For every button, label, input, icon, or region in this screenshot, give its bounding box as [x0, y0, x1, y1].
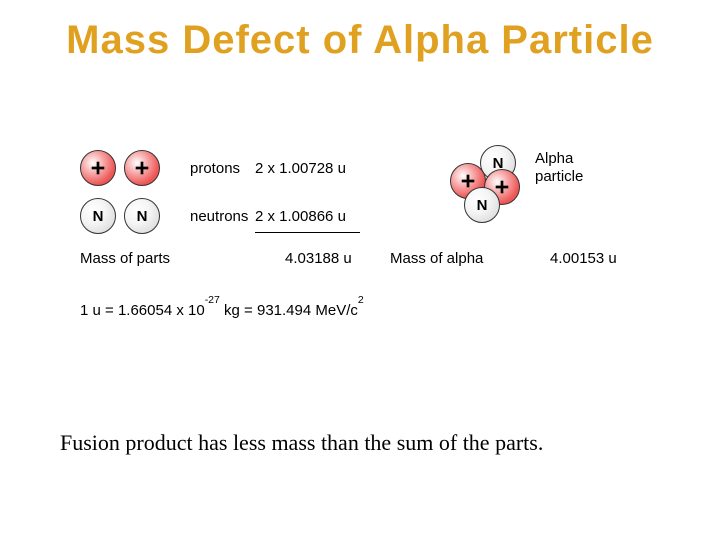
unit-conv-prefix: 1 u = 1.66054 x 10	[80, 302, 205, 319]
alpha-label-line1: Alpha	[535, 150, 573, 167]
mass-alpha-value: 4.00153 u	[550, 250, 617, 267]
plus-icon	[133, 159, 151, 177]
proton-icon	[124, 150, 160, 186]
unit-conv-mid: kg = 931.494 MeV/c	[220, 302, 358, 319]
neutron-icon: N	[80, 198, 116, 234]
protons-value: 2 x 1.00728 u	[255, 160, 346, 177]
proton-icon	[80, 150, 116, 186]
footer-statement: Fusion product has less mass than the su…	[60, 430, 543, 456]
mass-defect-diagram: protons 2 x 1.00728 u N N neutrons 2 x 1…	[80, 150, 640, 350]
alpha-particle-icon: N N	[450, 145, 530, 225]
unit-conversion-text: 1 u = 1.66054 x 10-27 kg = 931.494 MeV/c…	[80, 300, 364, 319]
slide-title: Mass Defect of Alpha Particle	[0, 18, 720, 63]
neutron-icon: N	[124, 198, 160, 234]
alpha-label-line2: particle	[535, 168, 583, 185]
plus-icon	[89, 159, 107, 177]
unit-conv-exp1: -27	[205, 294, 220, 306]
slide: Mass Defect of Alpha Particle protons 2 …	[0, 0, 720, 540]
sum-rule-line	[255, 232, 360, 233]
neutrons-label: neutrons	[190, 208, 248, 225]
neutrons-value: 2 x 1.00866 u	[255, 208, 346, 225]
unit-conv-exp2: 2	[358, 294, 364, 306]
mass-parts-label: Mass of parts	[80, 250, 170, 267]
mass-alpha-label: Mass of alpha	[390, 250, 483, 267]
neutron-icon: N	[464, 187, 500, 223]
protons-label: protons	[190, 160, 240, 177]
mass-parts-value: 4.03188 u	[285, 250, 352, 267]
